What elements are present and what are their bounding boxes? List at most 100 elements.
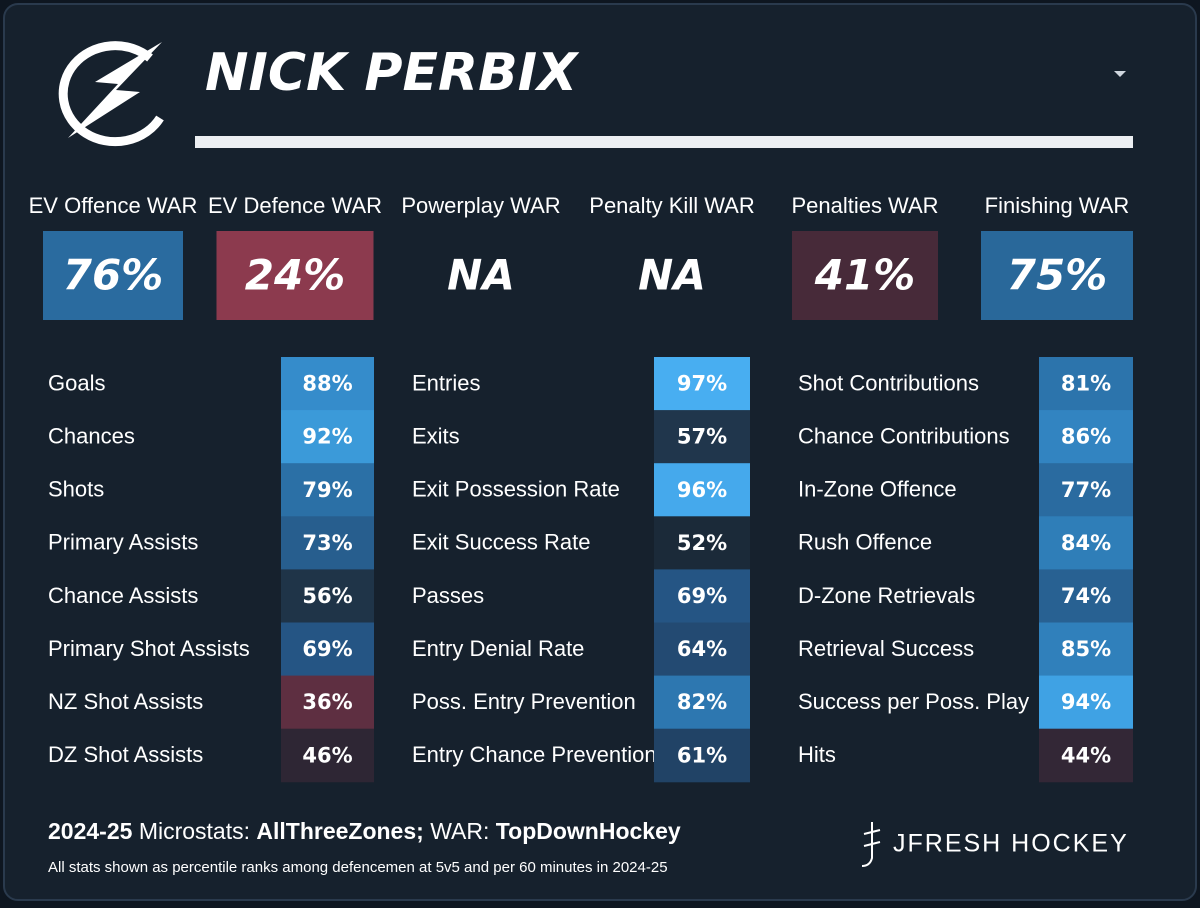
- war-label: Penalty Kill WAR: [589, 193, 754, 218]
- war-text: WAR:: [430, 818, 489, 844]
- stat-box: [1039, 569, 1133, 623]
- stat-box: [654, 728, 750, 783]
- player-name: NICK PERBIX: [205, 43, 580, 103]
- stat-box: [281, 357, 374, 411]
- dropdown-icon[interactable]: [1114, 71, 1126, 77]
- stat-value: 92%: [302, 425, 352, 449]
- stat-label: Hits: [798, 742, 836, 767]
- war-box: [792, 231, 938, 320]
- stat-box: [1039, 675, 1133, 730]
- stat-box: [281, 728, 374, 783]
- stat-box: [281, 675, 374, 730]
- war-label: EV Offence WAR: [29, 193, 198, 218]
- stat-label: Shot Contributions: [798, 370, 979, 395]
- stat-box: [1039, 728, 1133, 783]
- stat-value: 73%: [302, 531, 352, 555]
- war-label: EV Defence WAR: [208, 193, 382, 218]
- stat-label: Chance Assists: [48, 583, 198, 608]
- stat-box: [654, 357, 750, 411]
- stat-label: Entry Denial Rate: [412, 636, 584, 661]
- stat-label: Passes: [412, 583, 484, 608]
- stat-value: 56%: [302, 584, 352, 608]
- stat-value: 64%: [677, 637, 727, 661]
- war-label: Powerplay WAR: [401, 193, 560, 218]
- stat-value: 44%: [1061, 743, 1111, 767]
- stat-value: 52%: [677, 531, 727, 555]
- stat-value: 81%: [1061, 372, 1111, 396]
- stat-label: Entry Chance Prevention: [412, 742, 657, 767]
- stat-value: 85%: [1061, 637, 1111, 661]
- stat-label: Exits: [412, 423, 460, 448]
- war-value: NA: [638, 251, 706, 300]
- brand-mark: [861, 822, 881, 867]
- stat-box: [281, 463, 374, 517]
- war-value: 75%: [1007, 251, 1108, 300]
- stat-value: 36%: [302, 690, 352, 714]
- stat-box: [654, 516, 750, 570]
- stat-value: 79%: [302, 478, 352, 502]
- stat-box: [281, 622, 374, 677]
- stat-label: Exit Possession Rate: [412, 477, 620, 502]
- season: 2024-25: [48, 818, 133, 844]
- stat-label: Chance Contributions: [798, 423, 1010, 448]
- stat-box: [1039, 463, 1133, 517]
- stat-value: 69%: [677, 584, 727, 608]
- stat-box: [654, 569, 750, 623]
- stat-label: Primary Assists: [48, 530, 198, 555]
- stat-value: 82%: [677, 690, 727, 714]
- stat-box: [281, 516, 374, 570]
- stat-value: 61%: [677, 743, 727, 767]
- stat-box: [654, 622, 750, 677]
- stat-box: [281, 410, 374, 464]
- stat-value: 97%: [677, 372, 727, 396]
- war-value: NA: [447, 251, 515, 300]
- war-source: TopDownHockey: [496, 818, 681, 844]
- war-value: 41%: [814, 251, 916, 300]
- stat-box: [1039, 410, 1133, 464]
- team-logo: [58, 41, 164, 147]
- stat-box: [1039, 622, 1133, 677]
- stat-label: Goals: [48, 370, 105, 395]
- stat-value: 57%: [677, 425, 727, 449]
- stat-value: 77%: [1061, 478, 1111, 502]
- stat-label: Success per Poss. Play: [798, 689, 1029, 714]
- content: EV Offence WAR 76% EV Defence WAR 24% Powerp…: [29, 193, 1133, 783]
- stat-label: D-Zone Retrievals: [798, 583, 975, 608]
- stat-label: Primary Shot Assists: [48, 636, 250, 661]
- stat-value: 88%: [302, 372, 352, 396]
- stat-box: [654, 675, 750, 730]
- stat-value: 94%: [1061, 690, 1111, 714]
- stat-label: Entries: [412, 370, 480, 395]
- war-box: [43, 231, 183, 320]
- stat-label: Retrieval Success: [798, 636, 974, 661]
- stat-label: NZ Shot Assists: [48, 689, 203, 714]
- microstats-source: AllThreeZones;: [256, 818, 423, 844]
- stat-box: [1039, 357, 1133, 411]
- stat-box: [1039, 516, 1133, 570]
- stat-label: Shots: [48, 477, 104, 502]
- stat-value: 69%: [302, 637, 352, 661]
- war-box: [981, 231, 1133, 320]
- war-value: 24%: [245, 251, 346, 300]
- stat-value: 84%: [1061, 531, 1111, 555]
- war-value: 76%: [63, 251, 164, 300]
- war-label: Penalties WAR: [791, 193, 938, 218]
- microstats-text: Microstats:: [139, 818, 250, 844]
- stat-box: [654, 463, 750, 517]
- stat-label: Poss. Entry Prevention: [412, 689, 636, 714]
- stat-value: 46%: [302, 743, 352, 767]
- stat-label: Exit Success Rate: [412, 530, 591, 555]
- war-label: Finishing WAR: [985, 193, 1130, 218]
- stat-label: Chances: [48, 423, 135, 448]
- stat-label: In-Zone Offence: [798, 477, 957, 502]
- brand: JFRESH HOCKEY: [893, 830, 1129, 858]
- stat-label: DZ Shot Assists: [48, 742, 203, 767]
- stat-value: 86%: [1061, 425, 1111, 449]
- title-bar: [195, 136, 1133, 148]
- stat-box: [654, 410, 750, 464]
- footnote: All stats shown as percentile ranks amon…: [48, 859, 668, 876]
- stat-value: 74%: [1061, 584, 1111, 608]
- stat-label: Rush Offence: [798, 530, 932, 555]
